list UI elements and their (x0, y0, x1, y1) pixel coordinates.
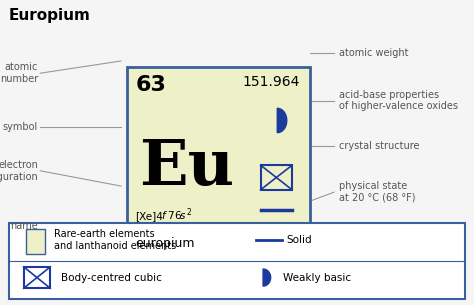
Text: s: s (180, 211, 185, 221)
Text: 151.964: 151.964 (243, 75, 300, 89)
Text: atomic
number: atomic number (0, 63, 38, 84)
Bar (261, 165, 292, 190)
Text: name: name (10, 221, 38, 231)
Text: europium: europium (136, 237, 195, 250)
Text: 2: 2 (187, 207, 191, 217)
Text: acid-base properties
of higher-valence oxides: acid-base properties of higher-valence o… (339, 90, 458, 111)
Text: Rare-earth elements
and lanthanoid elements: Rare-earth elements and lanthanoid eleme… (54, 229, 176, 251)
Text: electron
configuration: electron configuration (0, 160, 38, 181)
Text: Europium: Europium (9, 8, 91, 23)
Polygon shape (263, 269, 271, 286)
Bar (24, 267, 50, 288)
Polygon shape (277, 108, 287, 133)
Text: Body-centred cubic: Body-centred cubic (61, 273, 162, 282)
Text: [Xe]4: [Xe]4 (136, 211, 164, 221)
Text: Solid: Solid (287, 235, 312, 245)
Text: f: f (162, 211, 165, 221)
Text: crystal structure: crystal structure (339, 142, 419, 151)
Text: 63: 63 (136, 75, 166, 95)
Text: physical state
at 20 °C (68 °F): physical state at 20 °C (68 °F) (339, 181, 415, 203)
Text: 6: 6 (174, 211, 181, 221)
Text: 7: 7 (167, 211, 174, 221)
Bar (9, 223, 465, 299)
Bar (127, 67, 310, 261)
Text: Weakly basic: Weakly basic (283, 273, 351, 282)
Text: Eu: Eu (139, 137, 234, 198)
Bar (26, 229, 45, 254)
Text: symbol: symbol (3, 122, 38, 131)
Text: atomic weight: atomic weight (339, 48, 409, 58)
